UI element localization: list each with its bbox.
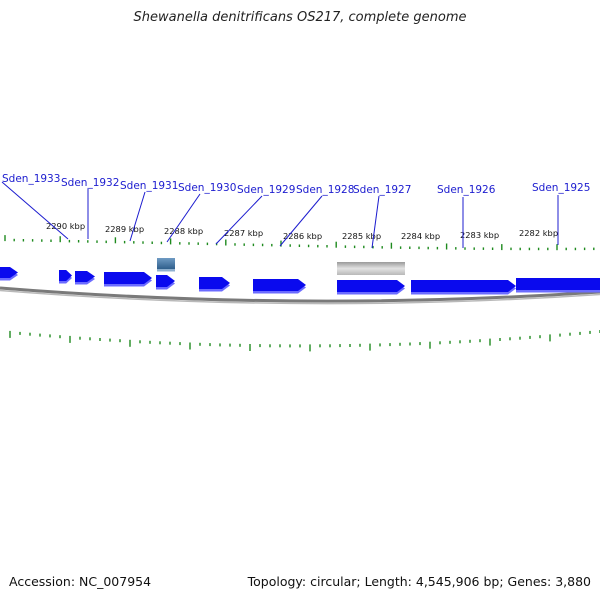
- ruler-label: 2284 kbp: [401, 231, 440, 241]
- gene-leader-line: [279, 195, 323, 247]
- gene-leader-line: [1, 181, 69, 240]
- ruler-ticks-outer: [4, 235, 595, 251]
- rna-feature[interactable]: [157, 258, 175, 269]
- gene-label[interactable]: Sden_1932: [61, 177, 119, 189]
- gene-label[interactable]: Sden_1929: [237, 184, 295, 196]
- topology-summary: Topology: circular; Length: 4,545,906 bp…: [247, 574, 591, 589]
- gene-label[interactable]: Sden_1928: [296, 184, 354, 196]
- gene-arrow[interactable]: [104, 272, 152, 284]
- ruler-label: 2289 kbp: [105, 224, 144, 234]
- gene-label[interactable]: Sden_1925: [532, 182, 590, 194]
- genome-backbone: [0, 286, 600, 303]
- ruler-label: 2282 kbp: [519, 228, 558, 238]
- gene-arrow[interactable]: [253, 279, 306, 291]
- ruler-label: 2283 kbp: [460, 230, 499, 240]
- gene-label[interactable]: Sden_1926: [437, 184, 496, 196]
- gene-arrow[interactable]: [516, 278, 600, 290]
- gene-label[interactable]: Sden_1927: [353, 184, 411, 196]
- gene-label[interactable]: Sden_1933: [2, 173, 60, 185]
- gene-track: [0, 258, 600, 295]
- accession-label: Accession: NC_007954: [9, 574, 152, 589]
- ruler-labels: 2290 kbp 2289 kbp 2288 kbp 2287 kbp 2286 kbp…: [46, 221, 558, 241]
- pseudo-feature[interactable]: [337, 262, 405, 275]
- gene-arrow[interactable]: [0, 267, 18, 278]
- gene-leader-line: [371, 195, 380, 249]
- ruler-label: 2286 kbp: [283, 231, 322, 241]
- gene-arrow[interactable]: [59, 270, 72, 281]
- gene-label[interactable]: Sden_1931: [120, 180, 178, 192]
- gene-arrow[interactable]: [156, 275, 175, 287]
- ruler-label: 2290 kbp: [46, 221, 85, 231]
- gene-arrow[interactable]: [337, 280, 405, 292]
- gene-arrow[interactable]: [199, 277, 230, 289]
- ruler-label: 2287 kbp: [224, 228, 263, 238]
- genome-backbone-shadow: [0, 289, 600, 305]
- map-title: Shewanella denitrificans OS217, complete…: [133, 10, 467, 25]
- gene-leader-line: [215, 195, 263, 245]
- gene-label[interactable]: Sden_1930: [178, 182, 236, 194]
- ruler-label: 2285 kbp: [342, 231, 381, 241]
- ruler-ticks-inner: [9, 330, 600, 352]
- ruler-label: 2288 kbp: [164, 226, 203, 236]
- gene-arrow[interactable]: [411, 280, 516, 292]
- gene-leader-line: [129, 191, 146, 242]
- gene-arrow[interactable]: [75, 271, 95, 282]
- gene-labels: Sden_1933 Sden_1932 Sden_1931 Sden_1930 Sden…: [1, 173, 590, 249]
- rna-feature-shadow: [157, 269, 175, 272]
- gene-leader-line: [166, 193, 201, 243]
